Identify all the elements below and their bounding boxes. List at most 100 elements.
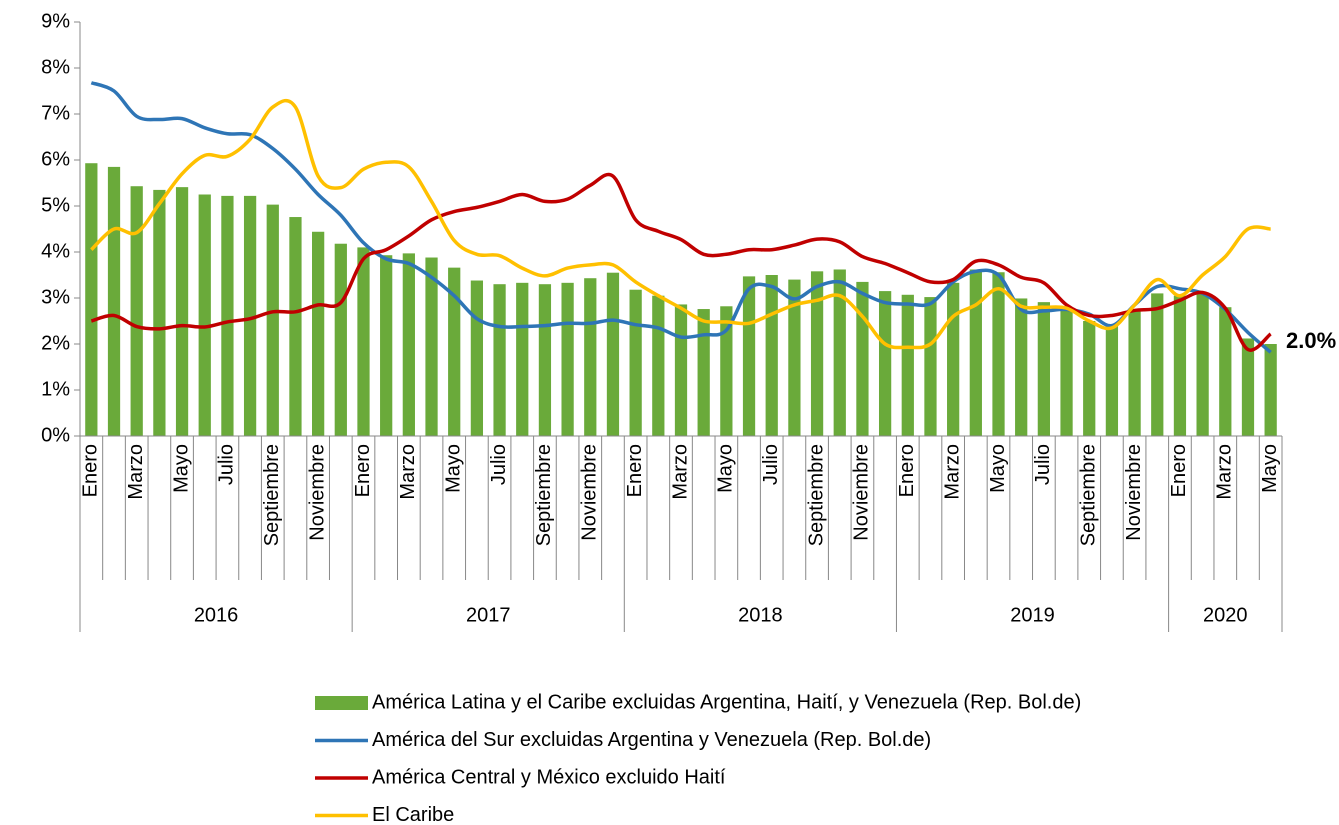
- x-tick-label: Mayo: [715, 444, 737, 493]
- bar: [674, 304, 688, 436]
- group-label: 2018: [738, 604, 783, 626]
- x-tick-label: Mayo: [987, 444, 1009, 493]
- legend-label: América Central y México excluido Haití: [372, 766, 726, 788]
- bar: [175, 187, 189, 436]
- bar: [1128, 310, 1141, 436]
- bar: [1015, 298, 1028, 436]
- bar: [901, 294, 914, 436]
- bar: [1219, 307, 1232, 436]
- bar: [629, 289, 642, 436]
- legend-label: América Latina y el Caribe excluidas Arg…: [372, 691, 1081, 713]
- y-tick-label: 0%: [41, 424, 70, 446]
- x-tick-label: Noviembre: [851, 444, 873, 541]
- x-tick-label: Marzo: [1214, 444, 1236, 500]
- bar: [924, 297, 937, 436]
- bar: [788, 279, 801, 436]
- bar: [652, 295, 665, 436]
- y-tick-label: 4%: [41, 240, 70, 262]
- x-tick-label: Mayo: [170, 444, 192, 493]
- bar: [221, 195, 234, 436]
- bar: [85, 163, 98, 436]
- bar: [969, 269, 982, 436]
- line: [90, 98, 1271, 350]
- x-tick-label: Julio: [216, 444, 238, 485]
- x-tick-label: Enero: [80, 444, 102, 497]
- legend-swatch: [315, 696, 368, 710]
- bar: [833, 269, 846, 436]
- bar: [992, 272, 1005, 436]
- bar: [107, 166, 121, 436]
- x-tick-label: Marzo: [125, 444, 147, 500]
- y-tick-label: 3%: [41, 286, 70, 308]
- bar: [1173, 295, 1187, 436]
- x-tick-label: Septiembre: [805, 444, 827, 546]
- bar: [720, 306, 733, 436]
- x-tick-label: Noviembre: [1123, 444, 1145, 541]
- x-tick-label: Septiembre: [261, 444, 283, 546]
- bar: [289, 217, 302, 436]
- bar: [448, 267, 461, 436]
- legend-label: América del Sur excluidas Argentina y Ve…: [372, 729, 931, 751]
- bar: [266, 204, 279, 436]
- bar: [130, 186, 143, 436]
- group-label: 2017: [466, 604, 511, 626]
- x-tick-label: Septiembre: [1078, 444, 1100, 546]
- x-tick-label: Mayo: [1259, 444, 1281, 493]
- bar: [243, 195, 257, 436]
- group-label: 2020: [1203, 604, 1248, 626]
- bar: [561, 282, 574, 436]
- data-label: 2.0%: [1286, 328, 1336, 353]
- x-tick-label: Enero: [1168, 444, 1190, 497]
- x-tick-label: Noviembre: [579, 444, 601, 541]
- x-tick-label: Julio: [1032, 444, 1054, 485]
- bar: [947, 282, 960, 436]
- bar: [312, 231, 325, 436]
- bar: [1241, 338, 1255, 436]
- bar: [516, 282, 529, 436]
- bar: [1037, 302, 1050, 436]
- bar: [380, 255, 393, 436]
- bar: [1060, 307, 1073, 436]
- y-tick-label: 5%: [41, 194, 70, 216]
- y-tick-label: 9%: [41, 10, 70, 32]
- group-label: 2019: [1010, 604, 1055, 626]
- y-tick-label: 8%: [41, 56, 70, 78]
- x-tick-label: Marzo: [397, 444, 419, 500]
- bar: [1083, 321, 1096, 436]
- bar: [1105, 324, 1119, 436]
- bar: [153, 189, 166, 436]
- x-tick-label: Marzo: [669, 444, 691, 500]
- group-label: 2016: [194, 604, 239, 626]
- bar: [1264, 344, 1277, 436]
- x-tick-label: Julio: [488, 444, 510, 485]
- bar: [357, 247, 370, 436]
- bar: [1196, 293, 1209, 436]
- legend-label: El Caribe: [372, 804, 454, 825]
- bar: [606, 272, 620, 436]
- x-tick-label: Enero: [624, 444, 646, 497]
- y-tick-label: 7%: [41, 102, 70, 124]
- bar: [425, 257, 438, 436]
- bar: [538, 284, 552, 436]
- bar: [742, 276, 756, 436]
- bar: [1151, 293, 1164, 436]
- x-tick-label: Enero: [896, 444, 918, 497]
- bar: [470, 280, 484, 436]
- bar: [856, 281, 869, 436]
- x-tick-label: Marzo: [941, 444, 963, 500]
- x-tick-label: Septiembre: [533, 444, 555, 546]
- bar: [810, 271, 824, 436]
- x-tick-label: Mayo: [442, 444, 464, 493]
- x-tick-label: Noviembre: [306, 444, 328, 541]
- bar: [334, 243, 347, 436]
- y-tick-label: 2%: [41, 332, 70, 354]
- y-tick-label: 6%: [41, 148, 70, 170]
- y-tick-label: 1%: [41, 378, 70, 400]
- bar: [493, 284, 506, 436]
- bar: [878, 291, 892, 436]
- bar: [198, 194, 211, 436]
- line: [90, 172, 1272, 352]
- bar: [697, 309, 710, 436]
- x-tick-label: Julio: [760, 444, 782, 485]
